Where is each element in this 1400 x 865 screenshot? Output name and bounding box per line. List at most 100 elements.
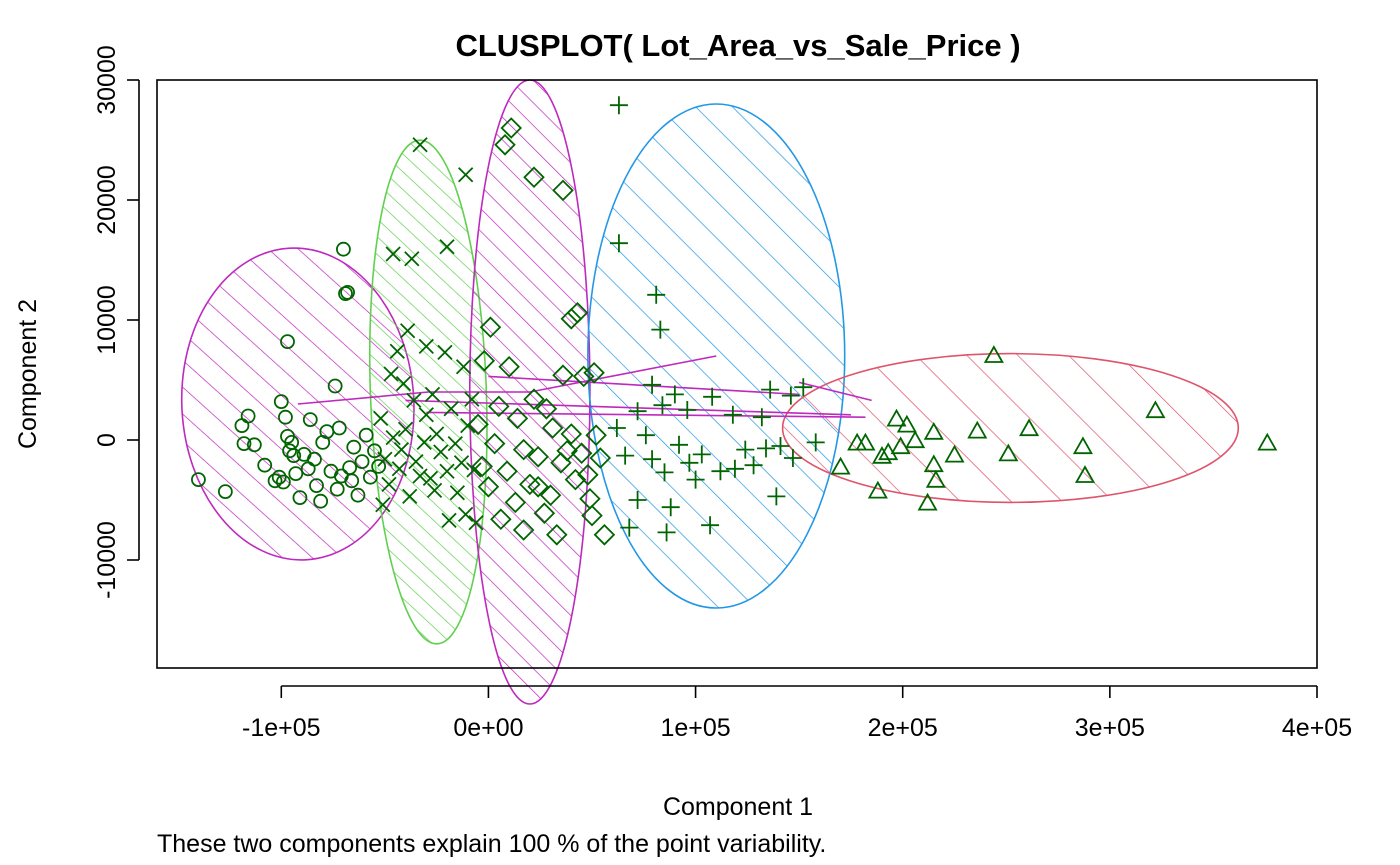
data-point-circle — [327, 378, 343, 394]
data-point-x — [400, 323, 416, 339]
data-point-triangle — [925, 469, 946, 488]
data-point-diamond — [556, 440, 578, 462]
data-point-diamond — [572, 365, 595, 388]
data-point-x — [402, 488, 418, 505]
data-point-circle — [344, 473, 360, 489]
data-point-x — [468, 515, 484, 531]
data-point-circle — [280, 334, 295, 350]
data-point-circle — [302, 412, 318, 428]
data-point-x — [439, 463, 455, 479]
data-point-diamond — [477, 476, 500, 498]
data-point-x — [385, 429, 401, 446]
data-point-circle — [191, 472, 206, 488]
data-point-diamond — [483, 432, 506, 455]
data-point-diamond — [577, 464, 599, 486]
chart-title: CLUSPLOT( Lot_Area_vs_Sale_Price ) — [455, 28, 1020, 63]
data-point-plus — [757, 439, 775, 458]
data-point-triangle — [830, 456, 851, 475]
data-point-plus — [607, 419, 626, 437]
data-point-circle — [362, 469, 378, 485]
cluster-connecting-line — [529, 355, 717, 393]
data-point-triangle — [867, 480, 888, 499]
data-point-diamond — [512, 438, 535, 461]
data-point-plus — [725, 459, 744, 478]
data-point-circle — [329, 481, 345, 497]
data-point-circle — [354, 454, 370, 470]
data-point-diamond — [564, 468, 587, 491]
data-point-diamond — [560, 423, 583, 445]
data-point-circle — [236, 436, 252, 452]
data-point-plus — [744, 456, 763, 475]
data-point-circle — [367, 443, 382, 459]
data-point-plus — [736, 440, 755, 459]
data-point-diamond — [479, 316, 502, 338]
data-point-diamond — [589, 447, 612, 469]
data-point-x — [391, 461, 407, 477]
data-point-x — [453, 455, 470, 471]
data-point-circle — [282, 443, 297, 459]
data-point-circle — [240, 408, 256, 424]
data-point-circle — [257, 457, 273, 473]
data-point-plus — [678, 401, 697, 419]
data-point-plus — [655, 463, 674, 482]
data-point-circle — [336, 241, 351, 257]
data-point-plus — [761, 380, 780, 399]
data-point-diamond — [512, 519, 535, 541]
data-point-diamond — [552, 364, 574, 386]
data-point-diamond — [519, 473, 541, 496]
data-point-diamond — [498, 356, 520, 378]
data-point-x — [416, 434, 432, 451]
data-point-plus — [628, 491, 647, 509]
data-point-x — [422, 470, 439, 487]
data-point-triangle — [871, 445, 893, 464]
data-point-x — [395, 375, 412, 392]
data-point-plus — [771, 437, 790, 455]
data-point-diamond — [488, 395, 510, 418]
cluster-ellipse — [781, 352, 1240, 504]
x-tick-label: 2e+05 — [868, 714, 938, 742]
data-point-circle — [217, 484, 233, 500]
data-point-triangle — [923, 454, 944, 473]
x-axis-title: Component 1 — [663, 793, 813, 821]
data-point-diamond — [500, 117, 522, 139]
y-tick-label: 30000 — [93, 45, 121, 115]
data-point-circle — [350, 487, 366, 503]
data-point-triangle — [878, 442, 899, 461]
data-point-triangle — [890, 436, 911, 455]
data-point-diamond — [533, 502, 556, 524]
data-point-circle — [309, 478, 324, 494]
data-point-plus — [609, 234, 628, 253]
data-point-triangle — [1074, 465, 1096, 483]
data-point-plus — [781, 386, 800, 405]
x-tick-label: 4e+05 — [1282, 714, 1352, 742]
data-point-diamond — [585, 424, 607, 446]
x-tick-label: 0e+00 — [453, 714, 523, 742]
data-point-plus — [620, 518, 639, 537]
data-point-triangle — [1145, 400, 1166, 419]
data-point-triangle — [917, 492, 938, 511]
data-point-triangle — [1019, 418, 1040, 437]
data-point-x — [408, 453, 424, 470]
y-tick-label: 10000 — [93, 285, 121, 355]
data-point-x — [393, 441, 410, 458]
x-tick-label: -1e+05 — [242, 714, 321, 742]
data-point-x — [429, 426, 445, 442]
x-axis: -1e+05 0e+00 1e+05 2e+05 3e+05 4e+05 — [242, 685, 1352, 742]
data-point-plus — [657, 523, 676, 542]
chart-subtitle: These two components explain 100 % of th… — [157, 830, 826, 858]
data-point-plus — [643, 375, 662, 394]
data-point-diamond — [583, 362, 605, 384]
data-point-diamond — [535, 398, 558, 420]
data-point-circle — [286, 448, 302, 464]
data-point-x — [375, 497, 391, 513]
data-point-diamond — [566, 302, 589, 324]
cluster-connecting-line — [426, 411, 866, 418]
data-point-plus — [670, 435, 688, 454]
data-point-triangle — [923, 421, 944, 440]
data-point-x — [383, 366, 399, 382]
data-point-circle — [271, 469, 287, 485]
data-point-plus — [647, 285, 666, 304]
data-point-circle — [278, 409, 293, 425]
data-point-x — [412, 137, 428, 153]
